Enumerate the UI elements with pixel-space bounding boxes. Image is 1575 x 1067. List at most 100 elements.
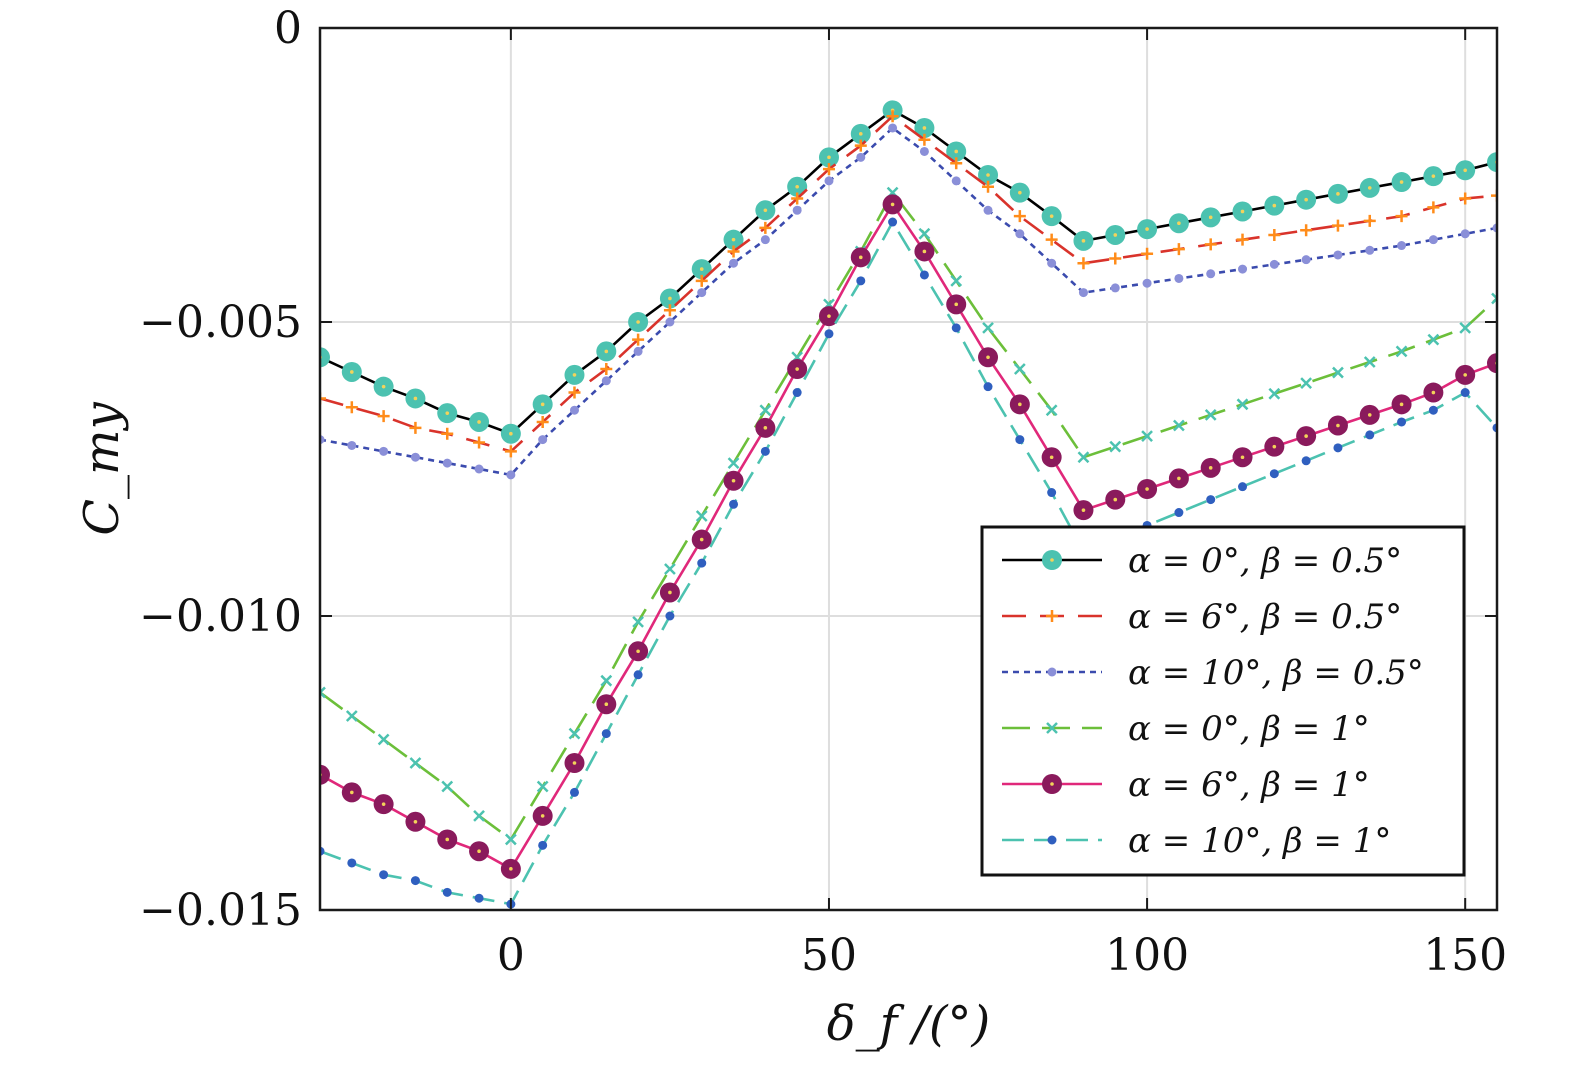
data-point-center xyxy=(986,355,990,360)
data-point xyxy=(1333,443,1343,453)
data-point xyxy=(1300,377,1313,390)
data-point-center xyxy=(445,411,450,415)
data-point xyxy=(1204,238,1217,251)
data-point xyxy=(983,382,993,392)
data-point xyxy=(1047,835,1057,845)
data-point xyxy=(951,323,961,333)
legend-label: α = 10°, β = 1° xyxy=(1128,821,1391,861)
data-point xyxy=(664,563,676,575)
data-point-center xyxy=(922,249,927,254)
data-point-center xyxy=(413,820,418,824)
data-point xyxy=(856,152,866,162)
data-point xyxy=(1491,292,1497,305)
data-point xyxy=(695,510,708,522)
data-point xyxy=(569,405,579,415)
data-point xyxy=(1332,366,1344,379)
data-point xyxy=(1300,224,1313,237)
data-point-center xyxy=(1240,209,1245,214)
data-point-center xyxy=(477,420,481,424)
y-axis-label: C_my xyxy=(74,401,130,535)
data-point-center xyxy=(731,237,736,242)
data-point xyxy=(919,146,929,156)
data-point xyxy=(727,457,740,470)
series-line xyxy=(320,108,1497,436)
x-tick-label: 100 xyxy=(1105,930,1189,981)
data-point xyxy=(536,415,549,428)
data-point xyxy=(473,436,486,449)
data-point xyxy=(1238,264,1248,274)
data-point-center xyxy=(1463,168,1467,173)
data-point xyxy=(441,427,454,440)
data-point-center xyxy=(1049,214,1054,218)
data-point-center xyxy=(1050,782,1054,786)
legend-item-5: α = 6°, β = 1° xyxy=(1002,765,1370,805)
data-point xyxy=(983,205,993,215)
legend-box xyxy=(980,525,1466,877)
data-point-center xyxy=(1272,203,1277,208)
data-point-center xyxy=(795,184,799,189)
data-point-center xyxy=(381,384,386,389)
data-point xyxy=(1078,288,1088,298)
data-point xyxy=(568,386,581,399)
data-point xyxy=(824,329,834,339)
data-point xyxy=(1395,345,1408,358)
data-point xyxy=(1047,488,1057,498)
data-point-center xyxy=(699,267,704,271)
data-point xyxy=(886,110,899,123)
data-point xyxy=(1428,235,1438,245)
data-point xyxy=(760,446,770,456)
data-point-center xyxy=(636,320,640,324)
data-point xyxy=(1173,419,1185,432)
data-point xyxy=(951,176,961,186)
data-point-center xyxy=(1050,558,1054,562)
data-point-center xyxy=(1304,434,1308,438)
data-point xyxy=(1269,259,1279,269)
data-point xyxy=(854,139,867,152)
axes xyxy=(318,26,1499,912)
data-point xyxy=(1206,495,1216,505)
data-point xyxy=(345,401,358,414)
data-point xyxy=(856,276,866,286)
data-point xyxy=(601,376,611,386)
data-point xyxy=(792,205,802,215)
ticks: 0 50 100 150 0 −0.005 −0.010 −0.015 xyxy=(139,3,1507,981)
data-point xyxy=(600,363,613,376)
x-tick-label: 50 xyxy=(801,930,857,981)
data-point xyxy=(633,670,643,680)
data-point-center xyxy=(604,349,609,354)
data-point xyxy=(697,558,707,568)
data-point xyxy=(379,446,389,456)
data-point xyxy=(1491,189,1497,202)
data-point xyxy=(1013,363,1026,375)
data-point-center xyxy=(1399,402,1404,407)
data-point-center xyxy=(445,837,450,842)
data-point xyxy=(1141,430,1153,442)
data-point xyxy=(632,333,645,346)
data-point xyxy=(1397,417,1407,427)
data-point-center xyxy=(636,649,640,654)
data-point-center xyxy=(572,761,577,765)
data-point xyxy=(1238,482,1248,492)
data-point xyxy=(729,499,739,509)
data-point-center xyxy=(1081,239,1086,243)
data-point xyxy=(1460,229,1470,239)
data-point xyxy=(320,392,326,405)
legend-label: α = 6°, β = 1° xyxy=(1128,765,1370,805)
data-point-center xyxy=(731,478,736,483)
data-point-center xyxy=(668,590,672,595)
data-point xyxy=(410,876,420,886)
data-point xyxy=(632,615,644,628)
data-point xyxy=(1047,667,1057,677)
data-point xyxy=(1015,229,1025,239)
series-1 xyxy=(320,100,1497,444)
data-point xyxy=(824,176,834,186)
data-point xyxy=(888,123,898,133)
data-point xyxy=(568,727,581,740)
data-point xyxy=(377,733,390,746)
data-point-center xyxy=(1367,186,1372,190)
data-point-center xyxy=(1431,174,1436,178)
data-point xyxy=(504,833,517,846)
data-point-center xyxy=(827,314,831,318)
data-point-center xyxy=(699,537,704,542)
